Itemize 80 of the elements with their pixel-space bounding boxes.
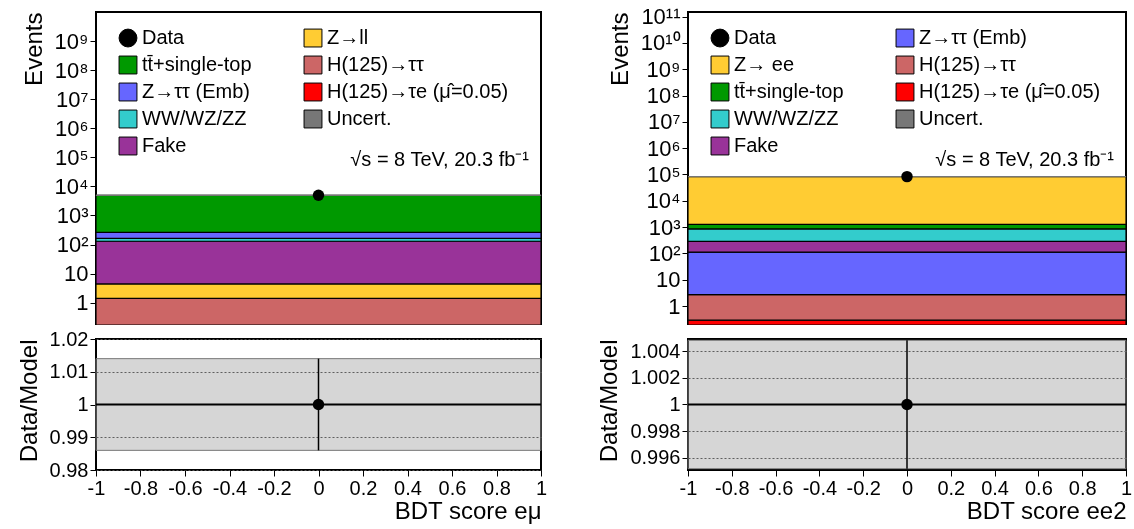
x-tick-label: 0.8 bbox=[1068, 476, 1097, 499]
legend-label: Uncert. bbox=[327, 107, 392, 129]
y-tick-label: 10¹¹ bbox=[641, 4, 681, 30]
x-tick-label: 1 bbox=[535, 476, 548, 499]
annotation: √s = 8 TeV, 20.3 fb⁻¹ bbox=[350, 148, 530, 170]
y-axis-title: Events bbox=[605, 12, 633, 86]
legend-label: Data bbox=[734, 26, 778, 49]
y-axis-title: Events bbox=[19, 12, 47, 86]
x-axis-title: BDT score ee2 bbox=[966, 496, 1127, 524]
y-tick-label: 10⁹ bbox=[54, 28, 89, 54]
y-tick-label: 0.98 bbox=[49, 458, 89, 481]
y-tick-label: 0.99 bbox=[49, 425, 89, 448]
y-tick-label: 10³ bbox=[648, 214, 681, 240]
x-tick-label: -0.6 bbox=[168, 476, 203, 499]
legend-label: Z→ττ (Emb) bbox=[142, 80, 251, 102]
x-tick-label: 0.4 bbox=[981, 476, 1010, 499]
y-tick-label: 1 bbox=[77, 393, 89, 415]
legend-label: Z→ττ (Emb) bbox=[919, 26, 1028, 49]
y-tick-label: 10¹⁰ bbox=[640, 30, 681, 56]
y-tick-label: 10⁷ bbox=[56, 86, 89, 112]
y-tick-label: 10⁴ bbox=[54, 173, 89, 199]
x-tick-label: -0.8 bbox=[715, 476, 750, 499]
x-tick-label: 0 bbox=[313, 476, 325, 499]
y-axis-title: Data/Model bbox=[595, 339, 623, 463]
legend-label: WW/WZ/ZZ bbox=[142, 107, 247, 129]
y-tick-label: 10⁸ bbox=[54, 57, 89, 83]
legend-label: H(125)→τe (μ̂=0.05) bbox=[919, 80, 1101, 102]
y-tick-label: 10 bbox=[656, 267, 681, 293]
x-tick-label: -0.8 bbox=[123, 476, 159, 499]
x-axis-title: BDT score eμ bbox=[394, 496, 542, 524]
x-tick-label: 0.4 bbox=[394, 476, 422, 499]
y-tick-label: 10² bbox=[56, 232, 89, 258]
x-tick-label: 0.2 bbox=[349, 476, 378, 499]
y-tick-label: 1 bbox=[76, 290, 89, 316]
y-tick-label: 10² bbox=[648, 240, 681, 266]
legend-label: H(125)→ττ bbox=[919, 53, 1017, 75]
legend-label: H(125)→τe (μ̂=0.05) bbox=[327, 80, 509, 102]
y-tick-label: 10⁶ bbox=[646, 135, 681, 161]
y-tick-label: 1.02 bbox=[49, 327, 89, 350]
y-tick-label: 1.004 bbox=[630, 339, 681, 362]
y-tick-label: 10⁵ bbox=[54, 144, 89, 170]
x-tick-label: -0.4 bbox=[802, 476, 838, 499]
x-tick-label: 0.6 bbox=[1024, 476, 1053, 499]
x-tick-label: 0.2 bbox=[937, 476, 966, 499]
y-tick-label: 10 bbox=[64, 261, 89, 287]
x-tick-label: -1 bbox=[87, 476, 106, 499]
legend-label: Fake bbox=[734, 134, 779, 156]
y-tick-label: 10⁶ bbox=[54, 115, 89, 141]
x-tick-label: 0 bbox=[901, 476, 914, 499]
y-tick-label: 1 bbox=[668, 293, 681, 319]
y-axis-title: Data/Model bbox=[14, 339, 42, 463]
legend-label: Data bbox=[142, 26, 186, 49]
annotation: √s = 8 TeV, 20.3 fb⁻¹ bbox=[935, 148, 1115, 170]
x-tick-label: -0.2 bbox=[846, 476, 881, 499]
y-tick-label: 0.996 bbox=[630, 446, 681, 469]
x-tick-label: 0.8 bbox=[483, 476, 511, 499]
x-tick-label: -0.2 bbox=[257, 476, 292, 499]
legend-label: Uncert. bbox=[919, 107, 984, 129]
y-tick-label: 10⁸ bbox=[646, 83, 681, 109]
legend-label: Fake bbox=[142, 134, 187, 156]
y-tick-label: 1 bbox=[669, 393, 681, 415]
x-tick-label: -1 bbox=[679, 476, 698, 499]
legend-label: Z→ ee bbox=[734, 53, 795, 75]
y-tick-label: 1.01 bbox=[49, 360, 89, 383]
legend-label: H(125)→ττ bbox=[327, 53, 425, 75]
legend-label: Z→ll bbox=[327, 26, 369, 49]
y-tick-label: 10⁴ bbox=[646, 188, 681, 214]
y-tick-label: 10³ bbox=[56, 202, 89, 228]
legend-label: tt̄+single-top bbox=[142, 53, 252, 75]
x-tick-label: 1 bbox=[1120, 476, 1133, 499]
y-tick-label: 1.002 bbox=[630, 366, 681, 389]
x-tick-label: 0.6 bbox=[438, 476, 467, 499]
y-tick-label: 0.998 bbox=[630, 419, 681, 442]
legend-label: WW/WZ/ZZ bbox=[734, 107, 839, 129]
x-tick-label: -0.6 bbox=[758, 476, 794, 499]
y-tick-label: 10⁵ bbox=[646, 161, 681, 187]
y-tick-label: 10⁷ bbox=[648, 109, 681, 135]
legend-label: tt̄+single-top bbox=[734, 80, 844, 102]
x-tick-label: -0.4 bbox=[212, 476, 248, 499]
y-tick-label: 10⁹ bbox=[646, 56, 681, 82]
